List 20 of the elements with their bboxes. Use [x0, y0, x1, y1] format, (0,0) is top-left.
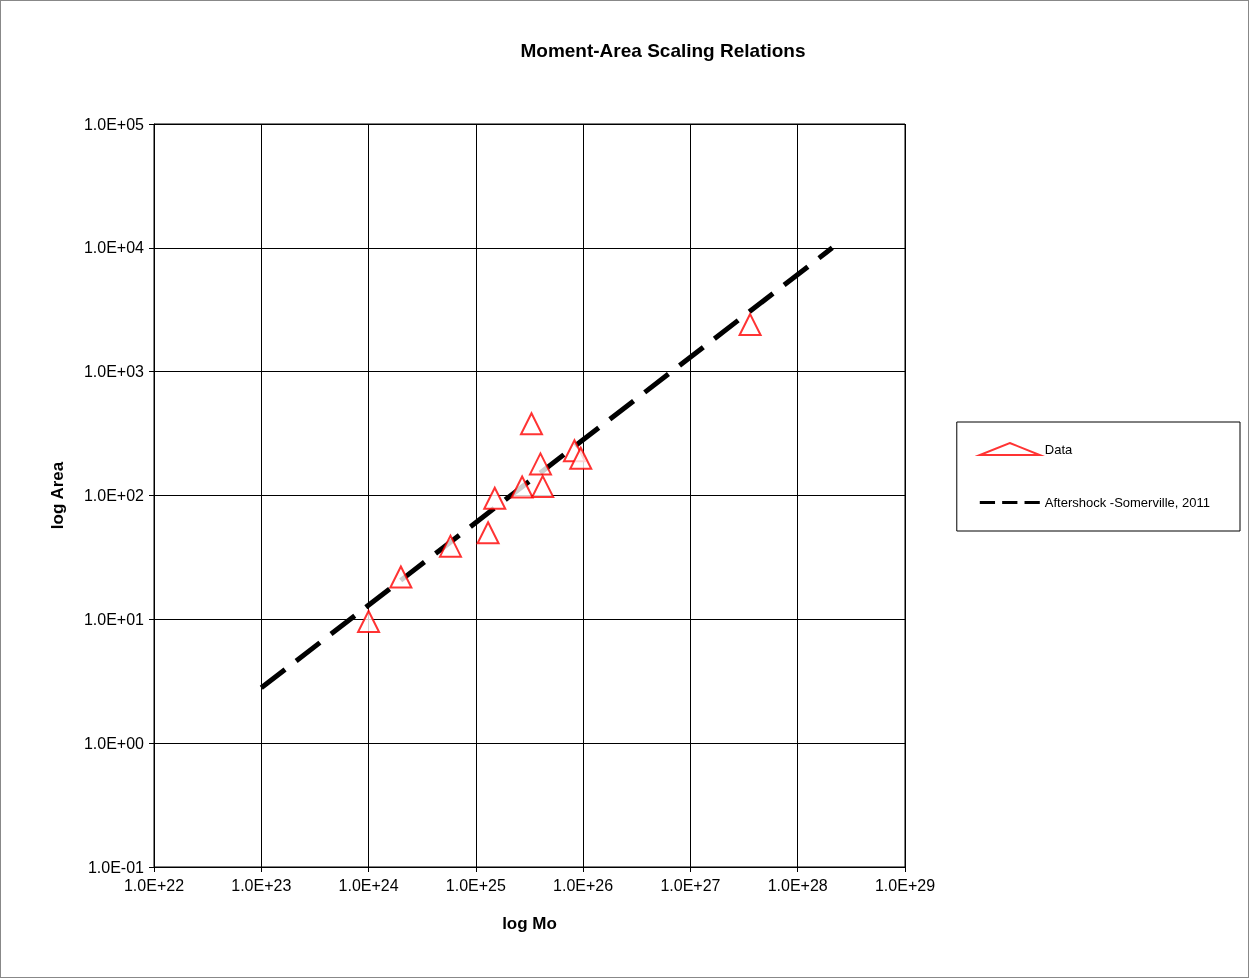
y-tick-label: 1.0E+03: [83, 363, 145, 381]
x-tick-label: 1.0E+28: [767, 876, 828, 894]
x-tick-label: 1.0E+29: [874, 876, 936, 894]
y-tick-label: 1.0E+04: [83, 239, 145, 257]
x-tick-label: 1.0E+23: [231, 876, 292, 894]
y-axis-title: log Area: [48, 461, 67, 530]
y-tick-label: 1.0E+02: [83, 487, 145, 504]
legend-label: Aftershock -Somerville, 2011: [1044, 495, 1210, 510]
chart-title: Moment-Area Scaling Relations: [520, 40, 806, 61]
y-tick-label: 1.0E+05: [83, 115, 145, 133]
y-tick-label: 1.0E-01: [87, 858, 145, 876]
legend-label: Data: [1044, 441, 1074, 457]
x-tick-label: 1.0E+25: [445, 876, 506, 894]
x-tick-label: 1.0E+24: [338, 876, 399, 894]
x-tick-label: 1.0E+27: [660, 876, 721, 894]
x-axis-title: log Mo: [502, 914, 557, 933]
x-tick-label: 1.0E+22: [123, 876, 185, 894]
x-tick-label: 1.0E+26: [553, 876, 614, 894]
y-tick-label: 1.0E+00: [83, 734, 145, 752]
y-tick-label: 1.0E+01: [83, 610, 145, 628]
